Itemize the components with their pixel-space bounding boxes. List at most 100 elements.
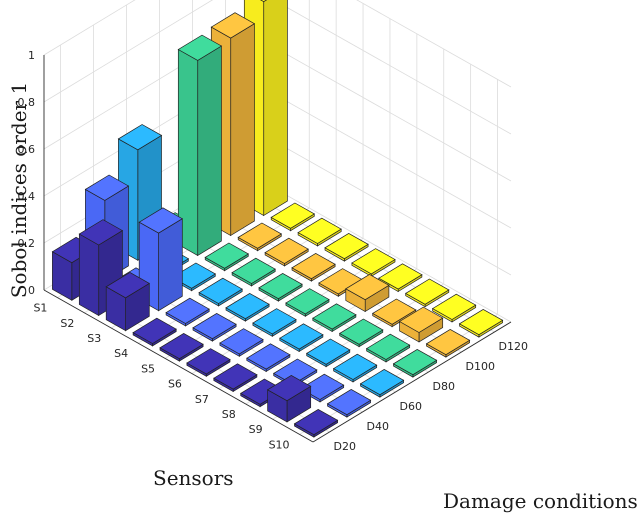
bar-top	[260, 0, 268, 3]
bar-S4-D120	[297, 217, 342, 247]
damage-tick-label: D120	[499, 340, 528, 353]
bar-top	[246, 343, 291, 370]
z-tick-label: 0.2	[18, 237, 36, 250]
bar-top	[425, 328, 471, 356]
damage-axis-line	[312, 321, 512, 443]
bar-S10-D100	[425, 328, 471, 358]
bar-top	[198, 277, 243, 304]
bar-S5-D20	[159, 332, 204, 362]
bar-top	[431, 293, 477, 320]
sensor-tick-label: S8	[222, 408, 236, 421]
z-axis-title: Sobol indices order 1	[7, 82, 31, 298]
z-tick-label: 1	[28, 49, 35, 62]
bar-top	[372, 298, 417, 325]
bar-S7-D100	[345, 273, 390, 313]
bar-S10-D80	[392, 348, 438, 378]
bar-top	[326, 388, 372, 416]
bar-S9-D60	[332, 353, 378, 383]
bar-top	[332, 353, 378, 380]
bar-S3-D40	[138, 207, 183, 312]
bar-S6-D40	[219, 328, 264, 357]
bar-S9-D20	[266, 374, 312, 423]
z-tick-label: 0.8	[18, 96, 36, 109]
bar-top	[306, 338, 351, 365]
bar-top	[105, 271, 150, 299]
sensor-tick-label: S10	[269, 438, 290, 451]
bar-top	[252, 308, 297, 335]
damage-tick-label: D100	[466, 360, 495, 373]
bar-S4-D60	[198, 277, 243, 307]
bar-S3-D120	[270, 202, 315, 232]
damage-tick-label: D60	[400, 400, 422, 413]
bar-top	[299, 373, 345, 400]
bar-top	[297, 217, 342, 244]
z-tick-label: 0.4	[18, 190, 36, 203]
z-tick-label: 0	[28, 284, 35, 297]
bar-top	[293, 408, 339, 436]
sensor-tick-label: S1	[33, 302, 47, 315]
bar-top	[345, 273, 390, 301]
grid-line	[137, 222, 337, 344]
bar-S5-D80	[258, 272, 303, 302]
bar-S8-D100	[372, 298, 417, 328]
bar-top	[186, 348, 231, 375]
bar-face	[197, 45, 222, 257]
bar-S5-D100	[291, 252, 336, 282]
bar-top	[266, 374, 312, 402]
sensor-tick-label: S2	[60, 317, 74, 330]
bar-S10-D60	[359, 368, 405, 398]
bar-top	[365, 333, 411, 360]
bar-S7-D60	[279, 323, 324, 353]
bar-S9-D80	[365, 333, 411, 363]
bar-top	[258, 272, 303, 300]
grid-line	[164, 238, 364, 359]
sensor-axis-line	[43, 289, 314, 443]
bar-top	[264, 237, 309, 264]
bar-top	[138, 207, 183, 234]
bar-top	[291, 252, 336, 280]
bar-top	[84, 174, 130, 201]
bar-top	[405, 278, 450, 305]
bar-top	[204, 242, 249, 269]
bar-top	[117, 124, 163, 151]
bar-top	[165, 297, 210, 324]
bar-S9-D120	[431, 293, 477, 323]
sensor-axis-ticks: S1 S2 S3 S4 S5 S6 S7 S8 S9 S10	[33, 302, 289, 452]
bar-top	[78, 219, 124, 246]
bar-top	[285, 288, 330, 315]
bar-S10-D40	[326, 388, 372, 418]
bar-top	[132, 317, 177, 344]
z-tick-label: 0.6	[18, 143, 36, 156]
sensor-tick-label: S7	[195, 393, 209, 406]
bar-S8-D60	[306, 338, 351, 368]
bar-top	[398, 306, 444, 333]
bar-top	[213, 363, 258, 390]
sensor-tick-label: S4	[114, 347, 128, 360]
bar-S10-D120	[458, 308, 504, 338]
grid-line	[356, 0, 512, 88]
grid-line	[191, 253, 391, 374]
bar-S8-D80	[339, 318, 384, 348]
bar-top	[192, 312, 237, 340]
damage-tick-label: D20	[334, 440, 356, 453]
bar-S4-D20	[132, 317, 177, 347]
bar-S6-D60	[252, 308, 297, 337]
bar-top	[171, 262, 216, 289]
bar-top	[312, 303, 357, 330]
bar-S9-D100	[398, 306, 444, 343]
bar-top	[237, 222, 282, 249]
damage-tick-label: D40	[367, 420, 389, 433]
bar-S8-D120	[405, 278, 450, 308]
bar-top	[279, 323, 324, 350]
bar-face	[230, 23, 255, 237]
bar-top	[351, 248, 396, 275]
bar-S5-D120	[324, 232, 369, 262]
bar-top	[359, 368, 405, 396]
bar-face	[263, 0, 288, 217]
bar-top	[378, 263, 423, 290]
bar-S4-D40	[165, 297, 210, 327]
bar-S10-D20	[293, 408, 339, 438]
bar-top	[392, 348, 438, 376]
bar-S7-D80	[312, 303, 357, 333]
bar-top	[339, 318, 384, 345]
